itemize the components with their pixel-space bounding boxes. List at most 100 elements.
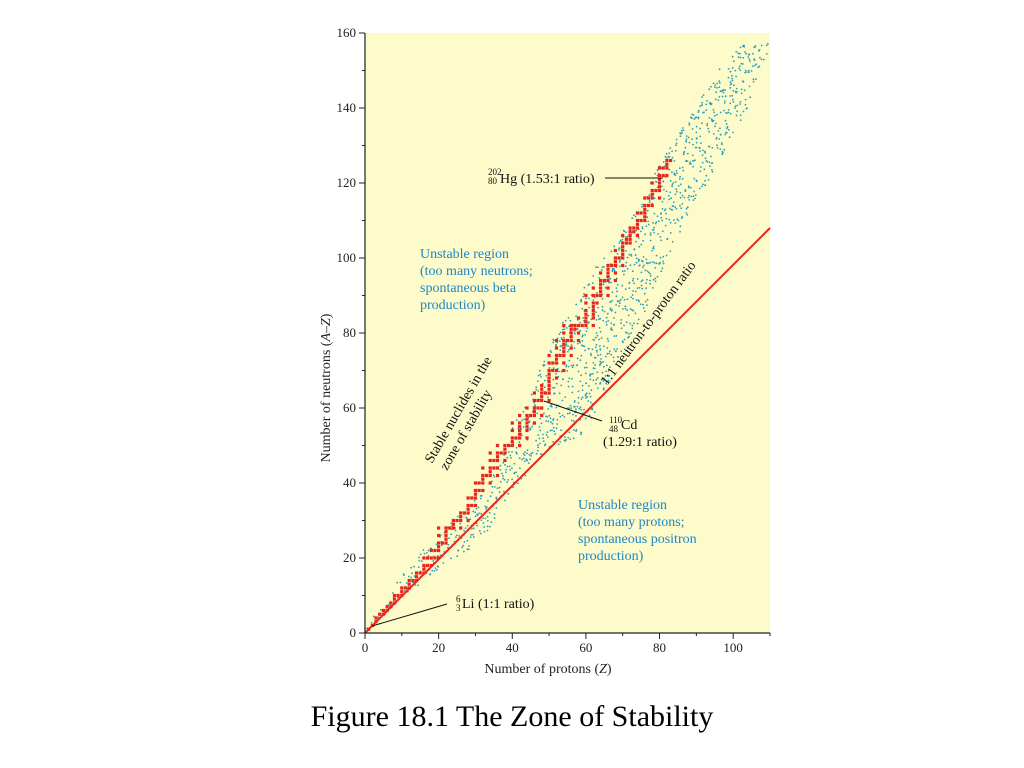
unstable-nuclide-dot [583,366,586,369]
unstable-nuclide-dot [654,172,657,175]
unstable-nuclide-dot [663,197,665,200]
unstable-nuclide-dot [670,197,672,200]
unstable-nuclide-dot [724,95,727,98]
stable-nuclide-point [481,473,485,478]
unstable-nuclide-dot [742,45,744,48]
unstable-nuclide-dot [596,334,599,337]
unstable-nuclide-dot [732,60,735,63]
unstable-nuclide-dot [466,525,469,527]
stable-nuclide-point [657,177,662,181]
unstable-nuclide-dot [565,364,568,366]
unstable-nuclide-dot [575,415,577,417]
unstable-nuclide-dot [568,377,571,380]
stable-nuclide-point [621,233,625,238]
unstable-nuclide-dot [606,312,609,315]
unstable-nuclide-dot [697,109,700,112]
unstable-upper-label: Unstable region (too many neutrons; spon… [420,247,533,313]
x-axis-title: Number of protons (Z) [484,662,612,677]
unstable-nuclide-dot [701,122,703,125]
unstable-nuclide-dot [622,341,624,344]
stable-nuclide-point [540,398,544,403]
unstable-nuclide-dot [748,71,750,74]
stable-nuclide-point [422,567,426,571]
unstable-nuclide-dot [674,181,677,183]
unstable-nuclide-dot [405,582,408,584]
stable-nuclide-point [669,158,673,163]
unstable-nuclide-dot [721,153,724,156]
unstable-nuclide-dot [762,58,765,61]
unstable-nuclide-dot [559,441,561,443]
unstable-nuclide-dot [566,412,569,415]
unstable-nuclide-dot [502,475,504,477]
unstable-nuclide-dot [565,344,567,347]
unstable-nuclide-dot [474,511,477,514]
unstable-nuclide-dot [693,177,696,180]
unstable-nuclide-dot [608,352,611,355]
stable-nuclide-point [503,447,507,451]
unstable-nuclide-dot [711,147,714,149]
unstable-nuclide-dot [568,325,570,328]
unstable-nuclide-dot [760,44,763,47]
unstable-nuclide-dot [702,149,704,152]
unstable-nuclide-dot [703,168,706,171]
stable-nuclide-point [665,166,669,170]
unstable-nuclide-dot [585,397,587,399]
unstable-nuclide-dot [490,521,493,524]
li-atomic-number: 3 [456,603,461,613]
unstable-nuclide-dot [530,452,533,455]
unstable-nuclide-dot [579,341,581,344]
stable-nuclide-point [503,451,507,455]
unstable-nuclide-dot [681,203,684,205]
unstable-nuclide-dot [678,178,681,180]
unstable-nuclide-dot [655,262,658,265]
unstable-nuclide-dot [675,208,678,210]
unstable-nuclide-dot [597,306,600,309]
unstable-nuclide-dot [529,428,532,430]
unstable-nuclide-dot [705,174,708,177]
unstable-nuclide-dot [496,487,499,490]
unstable-nuclide-dot [588,297,590,300]
unstable-nuclide-dot [717,99,720,101]
unstable-nuclide-dot [635,240,637,243]
unstable-nuclide-dot [521,434,523,437]
stable-nuclide-point [495,458,500,463]
unstable-nuclide-dot [662,260,665,263]
unstable-nuclide-dot [629,308,632,310]
unstable-nuclide-dot [672,205,675,208]
unstable-nuclide-dot [559,345,562,348]
unstable-nuclide-dot [584,333,586,336]
unstable-nuclide-dot [739,114,742,116]
stable-nuclide-point [654,188,658,193]
stable-nuclide-point [639,211,643,215]
hg-mass-number: 202 [488,167,502,177]
unstable-nuclide-dot [605,382,607,385]
unstable-nuclide-dot [499,481,502,483]
unstable-nuclide-dot [759,56,761,59]
unstable-nuclide-dot [542,433,544,436]
unstable-nuclide-dot [680,217,683,220]
svg-text:Li (1:1 ratio): Li (1:1 ratio) [462,597,535,612]
unstable-nuclide-dot [631,327,634,330]
stable-nuclide-point [576,331,581,335]
unstable-nuclide-dot [587,314,590,317]
stable-nuclide-point [562,361,566,365]
unstable-nuclide-dot [537,434,540,436]
unstable-nuclide-dot [618,249,620,251]
unstable-nuclide-dot [539,373,542,376]
unstable-nuclide-dot [710,85,712,88]
li-symbol: Li [462,597,475,612]
stable-nuclide-point [426,563,430,568]
unstable-nuclide-dot [669,221,672,224]
unstable-nuclide-dot [598,277,601,279]
unstable-nuclide-dot [639,303,642,306]
stable-nuclide-point [650,188,654,193]
unstable-nuclide-dot [546,415,549,418]
stable-nuclide-point [470,503,474,508]
unstable-nuclide-dot [671,209,674,211]
unstable-nuclide-dot [678,167,681,170]
unstable-nuclide-dot [735,87,738,90]
unstable-nuclide-dot [707,145,710,148]
unstable-nuclide-dot [537,390,540,392]
unstable-nuclide-dot [450,533,452,536]
unstable-nuclide-dot [580,374,583,377]
